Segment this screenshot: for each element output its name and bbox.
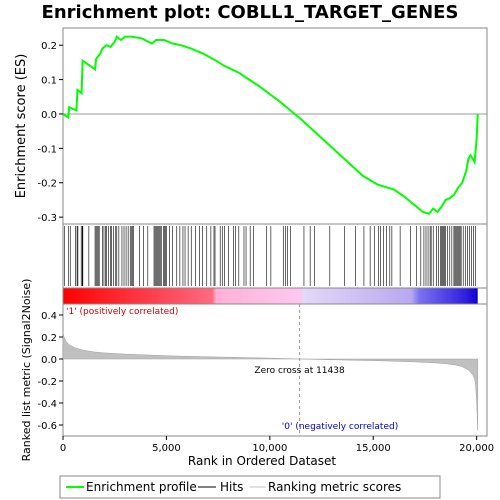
es-ytick-label: 0.0 — [41, 110, 57, 121]
es-ytick-label: -0.3 — [37, 213, 57, 224]
es-plot-frame — [62, 27, 488, 225]
metric-ytick-label: -0.4 — [37, 399, 57, 410]
es-axis-label: Enrichment score (ES) — [14, 54, 29, 199]
xtick-label: 20,000 — [459, 443, 494, 454]
metric-axis-label: Ranked list metric (Signal2Noise) — [20, 279, 33, 462]
x-axis-label: Rank in Ordered Dataset — [188, 454, 336, 468]
es-ytick-label: 0.1 — [41, 76, 57, 87]
ranked-metric-panel: Zero cross at 11438 '1' (positively corr… — [20, 279, 494, 468]
legend: Enrichment profile Hits Ranking metric s… — [59, 475, 441, 499]
legend-label-metric: Ranking metric scores — [268, 480, 401, 494]
positive-correlation-label: '1' (positively correlated) — [66, 307, 178, 317]
es-ytick-label: 0.2 — [41, 41, 57, 52]
xtick-label: 15,000 — [356, 443, 391, 454]
zero-cross-annotation: Zero cross at 11438 — [254, 366, 345, 376]
negative-correlation-label: '0' (negatively correlated) — [282, 422, 398, 432]
metric-ytick-label: 0.2 — [41, 333, 57, 344]
ranking-metric-area — [62, 331, 478, 431]
xtick-label: 0 — [60, 443, 66, 454]
hits-panel — [62, 223, 488, 289]
es-ytick-label: -0.1 — [37, 144, 57, 155]
metric-ytick-label: -0.2 — [37, 377, 57, 388]
rank-color-bar — [62, 287, 488, 305]
chart-title: Enrichment plot: COBLL1_TARGET_GENES — [42, 2, 459, 23]
xtick-label: 5,000 — [152, 443, 181, 454]
metric-ytick-label: -0.6 — [37, 421, 57, 432]
xtick-label: 10,000 — [252, 443, 287, 454]
metric-ytick-label: 0.0 — [41, 355, 57, 366]
metric-ytick-label: 0.4 — [41, 311, 57, 322]
hits-frame — [62, 223, 488, 289]
enrichment-score-panel: -0.3 -0.2 -0.1 0.0 0.1 0.2 Enrichment score (… — [14, 27, 488, 225]
metric-plot-frame — [62, 303, 488, 437]
enrichment-profile-line — [62, 34, 479, 215]
legend-label-hits: Hits — [220, 480, 243, 494]
es-ytick-label: -0.2 — [37, 179, 57, 190]
rank-gradient-bar — [63, 288, 478, 304]
legend-label-profile: Enrichment profile — [86, 480, 197, 494]
